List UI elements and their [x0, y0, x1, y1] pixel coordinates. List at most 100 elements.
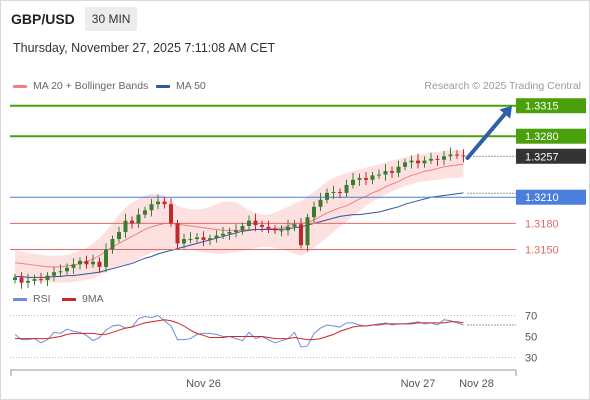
candle-body: [143, 210, 147, 215]
level-badge-0: [516, 98, 586, 114]
level-label-0: 1.3315: [525, 101, 559, 113]
candle-body: [123, 220, 128, 233]
candle-body: [357, 178, 362, 180]
legend-rsi: RSI: [13, 293, 51, 305]
candle-body: [247, 220, 251, 226]
candle-body: [435, 158, 440, 160]
candle-body: [344, 185, 349, 193]
candle-body: [403, 162, 407, 167]
candle-body: [104, 249, 108, 267]
candle-body: [208, 238, 212, 240]
x-tick-label: Nov 28: [459, 378, 494, 390]
candles: [13, 147, 466, 289]
candle-body: [292, 224, 297, 227]
ma20-line: [14, 163, 464, 268]
candle-body: [318, 199, 323, 207]
x-axis: Nov 26 Nov 27 Nov 28: [10, 369, 517, 390]
candle-body: [331, 191, 336, 193]
candle-body: [52, 272, 56, 276]
candle-body: [279, 230, 284, 232]
rsi-panel: 70 50 30: [10, 311, 537, 365]
candle-body: [156, 201, 160, 205]
candle-body: [169, 204, 173, 224]
candle-body: [312, 206, 316, 218]
symbol-title: GBP/USD: [11, 11, 75, 27]
candle-body: [175, 223, 180, 244]
candle-body: [71, 264, 76, 268]
candle-body: [214, 235, 219, 239]
candle-body: [416, 160, 420, 164]
candle-body: [149, 204, 154, 211]
candle-body: [351, 179, 355, 186]
rsi-tick-label: 50: [525, 332, 537, 344]
level-label-3: 1.3210: [525, 192, 559, 204]
rsi-ma-swatch: [62, 297, 76, 301]
rsi-tick-label: 70: [525, 311, 537, 323]
candle-body: [136, 214, 141, 224]
projection-arrow-head: [499, 105, 512, 119]
candle-body: [253, 220, 258, 226]
candle-body: [377, 174, 381, 176]
candle-body: [325, 192, 329, 200]
candle-body: [390, 171, 394, 173]
levels: 1.3315 1.3280 1.3257 1.3210 1.3180 1.3150: [10, 98, 586, 257]
candle-body: [130, 220, 134, 224]
candle-body: [448, 154, 453, 157]
candle-body: [422, 160, 427, 164]
datetime-label: Thursday, November 27, 2025 7:11:08 AM C…: [13, 41, 276, 55]
level-label-1: 1.3280: [525, 131, 559, 143]
credit-label: Research © 2025 Trading Central: [424, 80, 581, 92]
candle-body: [273, 228, 277, 231]
rsi-tick-label: 30: [525, 353, 537, 365]
candle-body: [338, 191, 342, 193]
candle-body: [19, 277, 24, 283]
candle-body: [383, 171, 388, 175]
level-badge-2: [516, 148, 586, 164]
x-tick-label: Nov 27: [401, 378, 436, 390]
candle-body: [286, 226, 290, 231]
candle-body: [234, 230, 238, 233]
level-badge-1: [516, 128, 586, 144]
candle-body: [39, 279, 43, 281]
rsi-line: [14, 314, 464, 348]
legend-ma50-label: MA 50: [176, 80, 206, 92]
legend-rsi-ma: 9MA: [62, 293, 104, 305]
candle-body: [305, 217, 310, 246]
candle-body: [97, 261, 102, 267]
candle-body: [396, 166, 401, 173]
candle-body: [91, 261, 95, 265]
level-label-2: 1.3257: [525, 151, 559, 163]
candle-body: [364, 178, 368, 180]
candle-body: [455, 154, 459, 156]
legend-ma20-label: MA 20 + Bollinger Bands: [33, 80, 149, 92]
level-label-5: 1.3150: [525, 245, 559, 257]
legend-rsi-label: RSI: [33, 293, 51, 305]
candle-body: [162, 201, 167, 205]
candle-body: [201, 237, 206, 240]
candle-body: [32, 279, 37, 281]
candle-body: [13, 277, 17, 280]
candle-body: [117, 232, 121, 240]
candle-body: [370, 175, 375, 180]
candle-body: [442, 156, 446, 160]
candle-body: [260, 225, 264, 227]
candle-body: [188, 239, 193, 241]
ma50-swatch: [156, 84, 170, 88]
projection-arrow: [465, 112, 507, 160]
candle-body: [409, 160, 414, 163]
candle-body: [45, 275, 50, 280]
legend-ma20: MA 20 + Bollinger Bands: [13, 80, 148, 92]
candle-body: [429, 158, 433, 161]
x-tick-label: Nov 26: [186, 378, 221, 390]
candle-body: [221, 233, 225, 236]
level-badge-3: [516, 189, 586, 205]
candle-body: [78, 260, 82, 265]
candle-body: [227, 232, 232, 234]
candle-body: [65, 267, 69, 272]
candle-body: [266, 226, 271, 229]
rsi-swatch: [13, 297, 27, 301]
timeframe-badge[interactable]: 30 MIN: [84, 7, 138, 31]
level-label-4: 1.3180: [525, 218, 559, 230]
legend-rsi-ma-label: 9MA: [82, 293, 104, 305]
